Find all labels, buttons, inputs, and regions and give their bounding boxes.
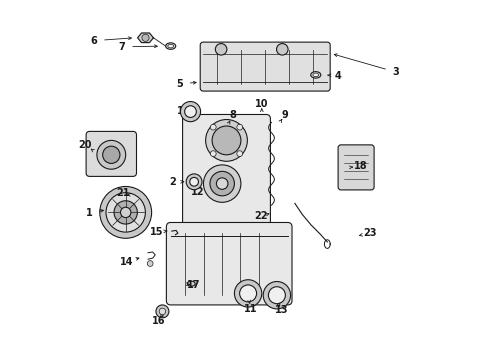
Circle shape [114, 201, 137, 224]
Circle shape [100, 186, 151, 238]
FancyBboxPatch shape [86, 131, 136, 176]
Circle shape [106, 193, 145, 232]
Text: 10: 10 [255, 99, 268, 109]
Circle shape [209, 171, 234, 196]
Circle shape [102, 146, 120, 163]
Text: 14: 14 [120, 257, 133, 267]
Circle shape [215, 44, 226, 55]
Circle shape [189, 177, 198, 186]
Text: 13: 13 [274, 305, 287, 315]
Circle shape [147, 261, 153, 266]
Text: 19: 19 [177, 106, 190, 116]
Text: 15: 15 [149, 227, 163, 237]
Text: 18: 18 [353, 161, 366, 171]
Text: 12: 12 [190, 186, 204, 197]
Circle shape [205, 120, 247, 161]
Ellipse shape [167, 44, 173, 48]
Circle shape [210, 124, 216, 130]
Circle shape [212, 126, 241, 155]
Circle shape [120, 207, 131, 217]
Ellipse shape [187, 281, 195, 286]
Text: 17: 17 [187, 280, 201, 290]
Ellipse shape [310, 72, 320, 78]
Circle shape [156, 305, 168, 318]
Text: 21: 21 [116, 188, 129, 198]
Circle shape [180, 102, 200, 122]
Circle shape [203, 165, 241, 202]
Circle shape [263, 282, 290, 309]
Text: 3: 3 [391, 67, 398, 77]
Circle shape [268, 287, 285, 304]
Text: 23: 23 [363, 228, 376, 238]
FancyBboxPatch shape [166, 222, 291, 305]
Circle shape [216, 178, 227, 189]
Text: 9: 9 [281, 110, 287, 120]
FancyBboxPatch shape [182, 114, 270, 228]
Text: 6: 6 [90, 36, 97, 46]
Circle shape [142, 34, 149, 41]
FancyBboxPatch shape [337, 145, 373, 190]
Circle shape [159, 308, 165, 315]
Ellipse shape [165, 43, 175, 49]
Text: 22: 22 [253, 211, 267, 221]
Circle shape [234, 280, 261, 307]
Circle shape [276, 44, 287, 55]
Ellipse shape [312, 73, 318, 77]
Circle shape [236, 151, 242, 157]
Text: 11: 11 [244, 304, 257, 314]
Polygon shape [137, 33, 153, 42]
FancyBboxPatch shape [200, 42, 329, 91]
Text: 16: 16 [152, 316, 165, 326]
Text: 1: 1 [85, 208, 92, 218]
Text: 8: 8 [229, 110, 236, 120]
Text: 4: 4 [334, 71, 341, 81]
Text: 5: 5 [176, 78, 183, 89]
Circle shape [184, 106, 196, 117]
Circle shape [239, 285, 256, 302]
Text: 7: 7 [119, 42, 125, 52]
Text: 2: 2 [169, 177, 176, 187]
Circle shape [186, 174, 202, 190]
Circle shape [97, 140, 125, 169]
Circle shape [210, 151, 216, 157]
Text: 20: 20 [79, 140, 92, 150]
Circle shape [236, 124, 242, 130]
